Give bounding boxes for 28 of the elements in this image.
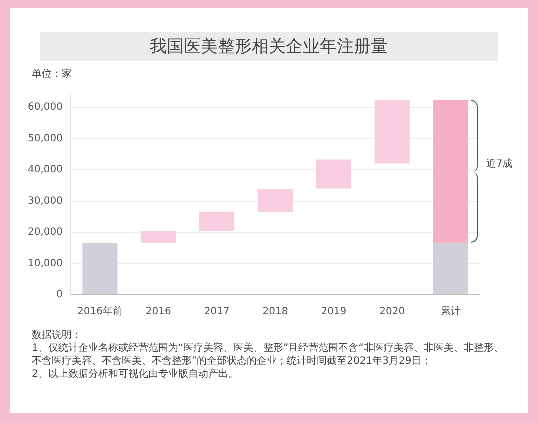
bar (433, 243, 468, 294)
bar (200, 212, 235, 231)
bar (374, 100, 410, 164)
bar (316, 160, 352, 189)
x-tick-label: 2019 (321, 306, 347, 318)
x-tick-label: 2016 (146, 306, 172, 318)
y-tick-label: 60,000 (28, 102, 63, 114)
chart-title: 我国医美整形相关企业年注册量 (40, 32, 498, 61)
text: 近7成 (486, 158, 513, 172)
y-axis-title: 单位：家 (32, 68, 73, 81)
y-tick-label: 50,000 (28, 133, 63, 144)
text: 2、以上数据分析和可视化由专业版自动产出。 (32, 368, 240, 381)
x-tick-label: 2017 (204, 306, 230, 318)
y-tick-label: 40,000 (28, 164, 63, 176)
bar (433, 100, 468, 244)
x-tick-label: 2020 (380, 306, 406, 318)
text: 数据说明： (32, 329, 83, 342)
bar (82, 243, 118, 294)
y-tick-label: 0 (56, 290, 63, 301)
x-tick-label: 累计 (440, 306, 461, 318)
x-tick-label: 2016年前 (77, 306, 123, 318)
bar (258, 189, 294, 212)
x-tick-label: 2018 (262, 306, 288, 318)
y-tick-label: 20,000 (28, 227, 63, 238)
y-tick-label: 30,000 (28, 196, 63, 207)
y-tick-label: 10,000 (28, 258, 63, 270)
text: 1、仅统计企业名称或经营范围为“医疗美容、医美、整形”且经营范围不含“非医疗美容、非医美、非整形、不含医疗美容、不含医美、不含整形”的全部状态的企业；统计时间截至2021年3月29日； (32, 342, 505, 368)
bar (141, 230, 176, 244)
